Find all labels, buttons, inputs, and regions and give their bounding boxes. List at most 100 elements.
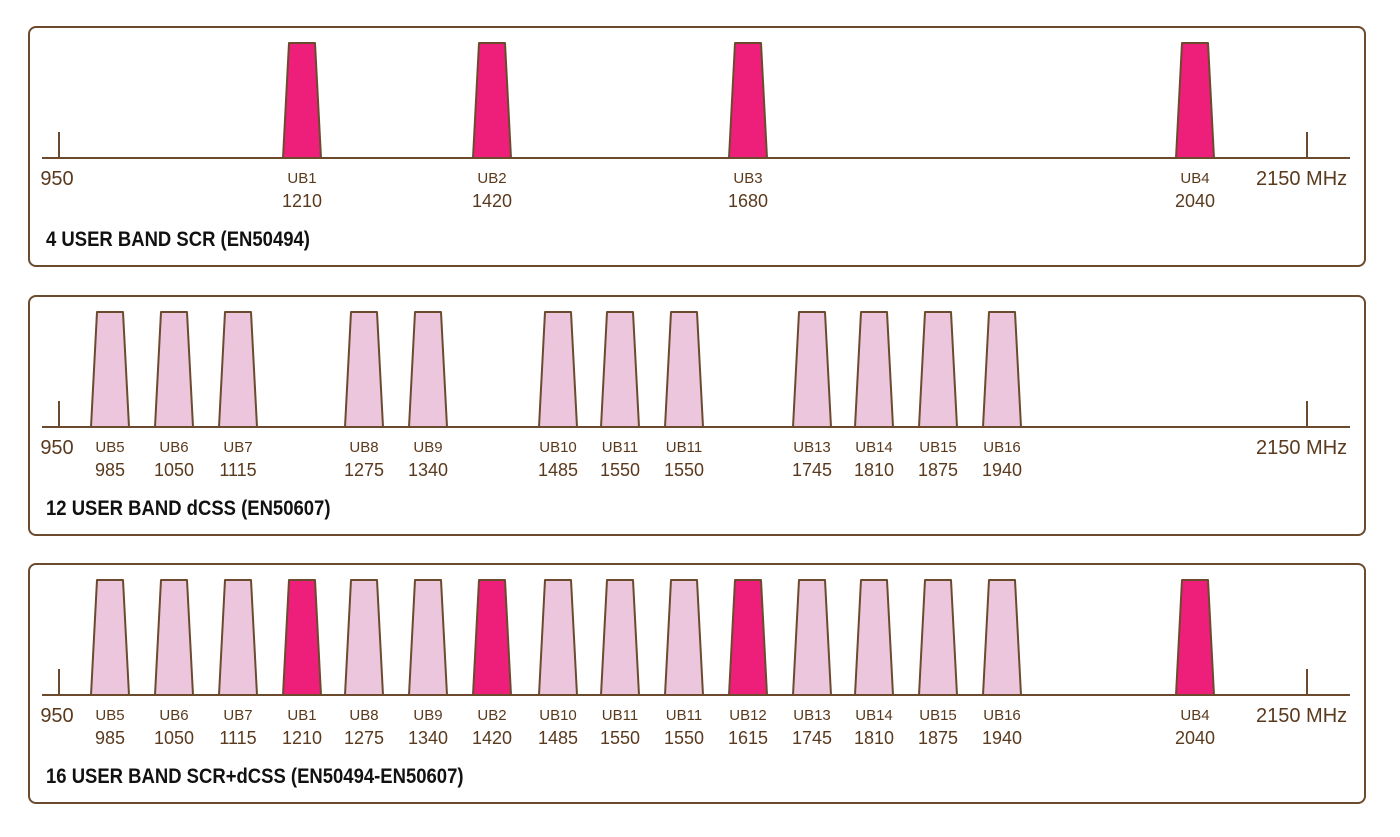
band-label: UB1 <box>287 707 316 724</box>
band-label: UB6 <box>159 707 188 724</box>
band-frequency: 1550 <box>600 460 640 480</box>
band-frequency: 1050 <box>154 728 194 748</box>
band-label: UB15 <box>919 439 957 456</box>
band-dcss <box>90 311 130 428</box>
band-dcss <box>154 311 194 428</box>
band-frequency: 1210 <box>282 191 322 211</box>
band-frequency: 1550 <box>600 728 640 748</box>
band-frequency: 1275 <box>344 728 384 748</box>
band-label: UB9 <box>413 439 442 456</box>
band-label: UB6 <box>159 439 188 456</box>
band-label: UB5 <box>95 707 124 724</box>
band-dcss <box>408 579 448 696</box>
band-label: UB11 <box>602 439 638 456</box>
band-frequency: 1420 <box>472 191 512 211</box>
axis-start-label: 950 <box>40 705 73 727</box>
band-frequency: 2040 <box>1175 728 1215 748</box>
band-label: UB11 <box>602 707 638 724</box>
band-dcss <box>538 579 578 696</box>
band-frequency: 1485 <box>538 728 578 748</box>
band-dcss <box>792 579 832 696</box>
band-label: UB13 <box>793 707 831 724</box>
band-label: UB4 <box>1180 707 1209 724</box>
band-scr <box>728 579 768 696</box>
band-plot: UB5 985 UB6 1050 UB7 1115 UB1 1210 UB8 1275 UB9 134… <box>40 579 1350 748</box>
band-frequency: 1745 <box>792 728 832 748</box>
band-dcss <box>218 579 258 696</box>
band-scr <box>282 579 322 696</box>
band-plot: UB1 1210 UB2 1420 UB3 1680 UB4 2040 950 2150 MHz <box>40 42 1350 211</box>
band-label: UB10 <box>539 439 577 456</box>
band-label: UB1 <box>287 170 316 187</box>
band-dcss <box>854 311 894 428</box>
band-frequency: 1875 <box>918 728 958 748</box>
band-frequency: 1210 <box>282 728 322 748</box>
band-frequency: 1115 <box>219 460 256 480</box>
band-label: UB2 <box>477 170 506 187</box>
band-frequency: 1420 <box>472 728 512 748</box>
band-label: UB14 <box>855 439 893 456</box>
axis-start-label: 950 <box>40 168 73 190</box>
band-frequency: 1550 <box>664 460 704 480</box>
band-dcss <box>408 311 448 428</box>
band-frequency: 1550 <box>664 728 704 748</box>
band-label: UB9 <box>413 707 442 724</box>
band-label: UB5 <box>95 439 124 456</box>
band-frequency: 1940 <box>982 728 1022 748</box>
band-dcss <box>982 579 1022 696</box>
band-label: UB2 <box>477 707 506 724</box>
band-dcss <box>854 579 894 696</box>
band-frequency: 1485 <box>538 460 578 480</box>
panel-title: 12 USER BAND dCSS (EN50607) <box>46 497 331 520</box>
band-label: UB7 <box>223 707 252 724</box>
band-frequency: 1340 <box>408 728 448 748</box>
band-label: UB8 <box>349 707 378 724</box>
panel-dcss: UB5 985 UB6 1050 UB7 1115 UB8 1275 UB9 1340 UB10 14… <box>28 295 1366 536</box>
band-scr <box>1175 42 1215 159</box>
band-frequency: 1115 <box>219 728 256 748</box>
panel-scr: UB1 1210 UB2 1420 UB3 1680 UB4 2040 950 2150 MHz … <box>28 26 1366 267</box>
band-label: UB7 <box>223 439 252 456</box>
band-label: UB10 <box>539 707 577 724</box>
band-frequency: 2040 <box>1175 191 1215 211</box>
band-dcss <box>664 579 704 696</box>
band-label: UB11 <box>666 707 702 724</box>
panel-title: 16 USER BAND SCR+dCSS (EN50494-EN50607) <box>46 765 464 788</box>
band-frequency: 1745 <box>792 460 832 480</box>
band-dcss <box>792 311 832 428</box>
band-dcss <box>600 579 640 696</box>
band-frequency: 985 <box>95 460 125 480</box>
band-frequency: 1275 <box>344 460 384 480</box>
band-dcss <box>538 311 578 428</box>
band-dcss <box>90 579 130 696</box>
band-frequency: 1875 <box>918 460 958 480</box>
band-dcss <box>918 579 958 696</box>
band-label: UB14 <box>855 707 893 724</box>
band-dcss <box>154 579 194 696</box>
band-frequency: 1810 <box>854 728 894 748</box>
band-plot: UB5 985 UB6 1050 UB7 1115 UB8 1275 UB9 1340 UB10 14… <box>40 311 1350 480</box>
band-frequency: 985 <box>95 728 125 748</box>
band-dcss <box>664 311 704 428</box>
band-label: UB11 <box>666 439 702 456</box>
band-scr <box>282 42 322 159</box>
band-frequency: 1810 <box>854 460 894 480</box>
band-scr <box>728 42 768 159</box>
axis-end-label: 2150 MHz <box>1256 437 1347 459</box>
band-label: UB4 <box>1180 170 1209 187</box>
band-label: UB13 <box>793 439 831 456</box>
band-label: UB8 <box>349 439 378 456</box>
band-dcss <box>344 579 384 696</box>
band-frequency: 1050 <box>154 460 194 480</box>
band-frequency: 1940 <box>982 460 1022 480</box>
band-label: UB16 <box>983 707 1021 724</box>
axis-end-label: 2150 MHz <box>1256 705 1347 727</box>
band-dcss <box>344 311 384 428</box>
panel-title: 4 USER BAND SCR (EN50494) <box>46 228 310 251</box>
band-label: UB3 <box>733 170 762 187</box>
band-dcss <box>918 311 958 428</box>
band-dcss <box>982 311 1022 428</box>
axis-start-label: 950 <box>40 437 73 459</box>
band-scr <box>472 579 512 696</box>
band-label: UB15 <box>919 707 957 724</box>
